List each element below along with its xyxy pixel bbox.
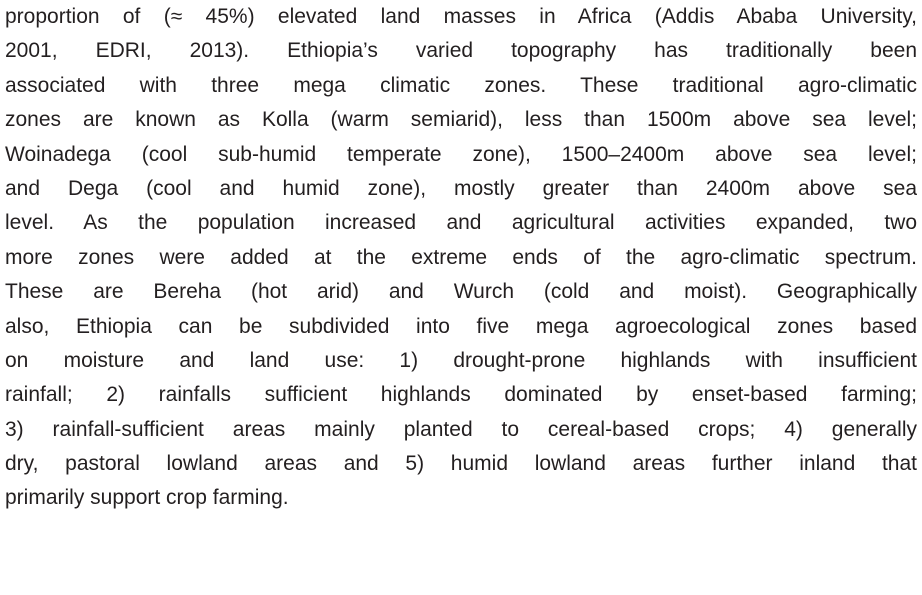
text-line: more zones were added at the extreme end… xyxy=(5,245,917,269)
text-line: proportion of (≈ 45%) elevated land mass… xyxy=(5,5,917,28)
text-line: on moisture and land use: 1) drought-pro… xyxy=(5,348,917,372)
text-line: and Dega (cool and humid zone), mostly g… xyxy=(5,176,917,200)
text-line: 2001, EDRI, 2013). Ethiopia’s varied top… xyxy=(5,39,917,63)
text-line: level. As the population increased and a… xyxy=(5,211,917,235)
paragraph: proportion of (≈ 45%) elevated land mass… xyxy=(5,0,917,516)
text-line: Woinadega (cool sub-humid temperate zone… xyxy=(5,142,917,166)
text-line: primarily support crop farming. xyxy=(5,486,289,510)
text-line: also, Ethiopia can be subdivided into fi… xyxy=(5,314,917,338)
text-line: zones are known as Kolla (warm semiarid)… xyxy=(5,108,917,132)
text-line: dry, pastoral lowland areas and 5) humid… xyxy=(5,452,917,476)
text-line: 3) rainfall-sufficient areas mainly plan… xyxy=(5,417,917,441)
text-line: These are Bereha (hot arid) and Wurch (c… xyxy=(5,280,917,304)
text-line: associated with three mega climatic zone… xyxy=(5,73,917,97)
text-line: rainfall; 2) rainfalls sufficient highla… xyxy=(5,383,917,407)
